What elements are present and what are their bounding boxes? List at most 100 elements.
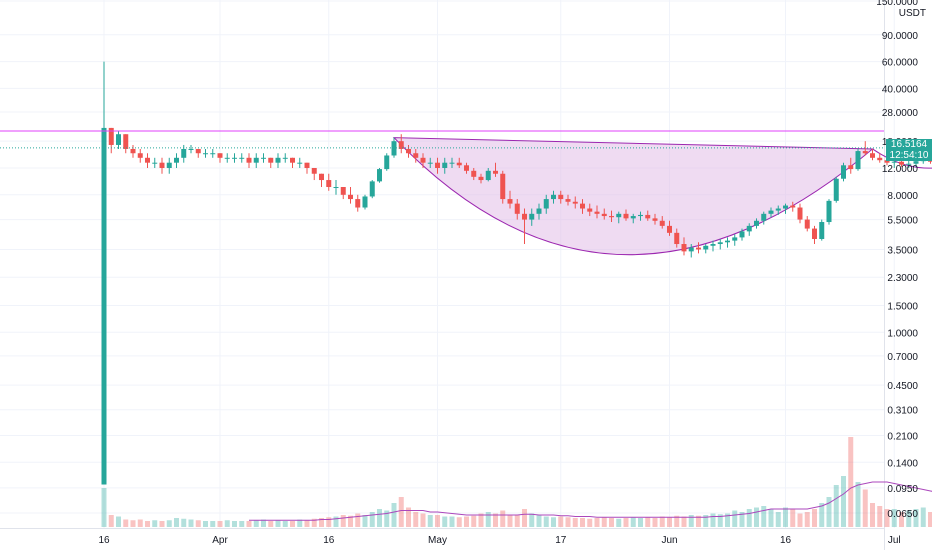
candle-body — [877, 158, 882, 160]
candle-body — [181, 149, 186, 158]
candle-body — [631, 216, 636, 218]
volume-bar — [660, 517, 665, 528]
y-tick-label: 0.0950 — [887, 484, 918, 495]
y-tick-label: 60.0000 — [882, 58, 919, 69]
candle — [703, 244, 708, 253]
candle-body — [544, 199, 549, 208]
volume-bar — [102, 488, 107, 527]
volume-bar — [131, 520, 136, 527]
volume-bar — [203, 521, 208, 527]
volume-bar — [602, 517, 607, 527]
candle-body — [232, 158, 237, 159]
candle-body — [624, 214, 629, 219]
volume-bar — [609, 518, 614, 527]
y-tick-label: 90.0000 — [882, 31, 919, 42]
candle-body — [109, 128, 114, 145]
candle-body — [435, 163, 440, 168]
x-tick-label: May — [428, 535, 447, 546]
x-axis[interactable]: 16Apr16May17Jun16Jul16Aug16Sep16Oct — [98, 535, 932, 546]
volume-bar — [413, 512, 418, 527]
candle — [218, 153, 223, 162]
candle — [225, 153, 230, 162]
candle-body — [653, 218, 658, 220]
candle-body — [711, 244, 716, 246]
volume-bar — [268, 521, 273, 527]
candle-body — [790, 206, 795, 208]
volume-bar — [848, 437, 853, 527]
volume-bar — [537, 515, 542, 527]
candle-body — [848, 165, 853, 169]
candle — [297, 158, 302, 168]
candle — [232, 153, 237, 162]
candle-body — [856, 151, 861, 169]
candle-body — [486, 171, 491, 180]
volume-bar — [399, 497, 404, 527]
candle-body — [602, 214, 607, 216]
y-tick-label: 1.0000 — [887, 328, 918, 339]
x-tick-label: 16 — [98, 535, 110, 546]
candle-body — [674, 233, 679, 244]
candle-body — [225, 158, 230, 159]
candle-body — [798, 208, 803, 220]
volume-bar — [769, 509, 774, 527]
candle — [841, 163, 846, 182]
volume-bar — [500, 511, 505, 528]
candle-body — [573, 202, 578, 204]
volume-bar — [363, 515, 368, 527]
volume-bar — [355, 514, 360, 528]
candle-body — [566, 199, 571, 202]
volume-bar — [181, 519, 186, 527]
candle-body — [297, 163, 302, 164]
candle — [247, 153, 252, 168]
candle — [189, 145, 194, 153]
candle-body — [312, 168, 317, 174]
candle-body — [363, 196, 368, 207]
candle — [355, 195, 360, 212]
candle-body — [660, 221, 665, 226]
cup-and-handle-pattern — [394, 138, 932, 255]
candle — [152, 158, 157, 168]
volume-bar — [152, 520, 157, 527]
candle-body — [841, 165, 846, 178]
y-tick-label: 0.1400 — [887, 458, 918, 469]
candle-body — [805, 220, 810, 229]
candle — [718, 239, 723, 249]
volume-bar — [798, 514, 803, 528]
candle-body — [348, 195, 353, 199]
x-tick-label: 16 — [323, 535, 335, 546]
candle — [261, 153, 266, 162]
x-tick-label: 17 — [555, 535, 567, 546]
volume-bar — [587, 519, 592, 527]
countdown-timer: 12:54:10 — [886, 150, 932, 161]
candle — [384, 153, 389, 171]
candle — [102, 62, 107, 485]
candle-body — [732, 237, 737, 240]
y-tick-label: 5.5000 — [887, 216, 918, 227]
candle-body — [442, 163, 447, 168]
candle-body — [326, 180, 331, 187]
volume-bar — [196, 520, 201, 527]
volume-bar — [377, 509, 382, 527]
y-tick-label: 28.0000 — [882, 108, 919, 119]
volume-bar — [645, 517, 650, 527]
candle-body — [616, 214, 621, 217]
candle-body — [783, 206, 788, 209]
volume-bar — [877, 506, 882, 527]
candle-body — [160, 163, 165, 168]
volume-bar — [232, 521, 237, 527]
candle — [123, 134, 128, 153]
candle-body — [377, 169, 382, 181]
candle-body — [747, 226, 752, 232]
volume-bar — [392, 503, 397, 527]
candle-body — [587, 209, 592, 212]
volume-bar — [428, 515, 433, 527]
y-tick-label: 12.0000 — [882, 164, 919, 175]
candle-body — [508, 199, 513, 204]
x-tick-label: 16 — [780, 535, 792, 546]
candle-body — [218, 153, 223, 158]
volume-bar — [551, 517, 556, 527]
y-axis[interactable]: 150.000090.000060.000040.000028.000018.0… — [876, 0, 918, 520]
x-tick-label: Jun — [661, 535, 677, 546]
